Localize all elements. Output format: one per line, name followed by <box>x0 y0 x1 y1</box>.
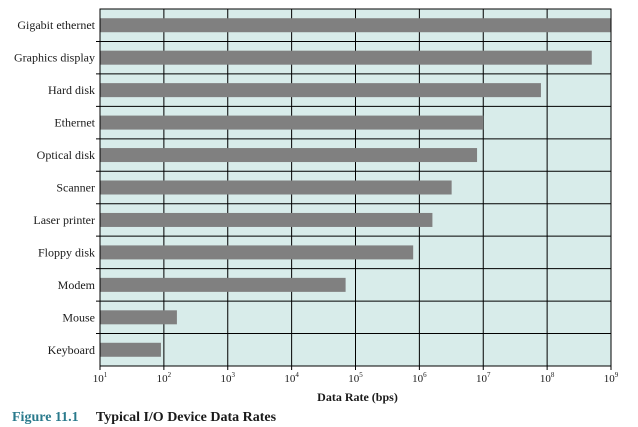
bar-ethernet <box>100 115 484 130</box>
bar-modem <box>100 277 346 292</box>
bar-optical-disk <box>100 148 478 163</box>
x-tick-label: 104 <box>284 371 299 385</box>
figure-title: Typical I/O Device Data Rates <box>95 410 277 425</box>
category-label: Graphics display <box>14 51 95 65</box>
x-tick-label: 106 <box>412 371 427 385</box>
bar-laser-printer <box>100 212 433 227</box>
x-axis-title: Data Rate (bps) <box>317 390 398 404</box>
bar-graphics-display <box>100 50 592 65</box>
bars <box>100 18 611 357</box>
category-label: Gigabit ethernet <box>17 18 95 32</box>
x-tick-label: 102 <box>157 371 172 385</box>
category-label: Hard disk <box>48 83 95 97</box>
figure-caption: Figure 11.1 Typical I/O Device Data Rate… <box>12 410 276 426</box>
category-labels: Gigabit ethernet Graphics display Hard dis… <box>14 18 96 357</box>
bar-hard-disk <box>100 83 541 98</box>
category-label: Ethernet <box>54 116 95 130</box>
bar-gigabit-ethernet <box>100 18 611 33</box>
x-tick-label: 108 <box>540 371 555 385</box>
category-label: Floppy disk <box>38 245 95 259</box>
bar-floppy-disk <box>100 245 414 260</box>
x-tick-label: 107 <box>476 371 491 385</box>
bar-mouse <box>100 310 177 325</box>
bar-keyboard <box>100 342 161 357</box>
x-tick-label: 109 <box>604 371 619 385</box>
x-tick-label: 105 <box>348 371 363 385</box>
plot-border <box>99 8 612 367</box>
x-tick-labels: 101 102 103 104 105 106 107 108 109 <box>93 371 619 385</box>
category-label: Optical disk <box>37 148 95 162</box>
category-label: Mouse <box>62 310 95 324</box>
chart: Gigabit ethernet Graphics display Hard dis… <box>14 8 619 404</box>
x-tick-label: 103 <box>221 371 236 385</box>
category-label: Scanner <box>56 181 95 195</box>
bar-scanner <box>100 180 452 195</box>
category-label: Laser printer <box>33 213 95 227</box>
category-label: Modem <box>58 278 96 292</box>
category-label: Keyboard <box>48 343 95 357</box>
x-tick-label: 101 <box>93 371 108 385</box>
figure-number: Figure 11.1 <box>12 410 79 425</box>
